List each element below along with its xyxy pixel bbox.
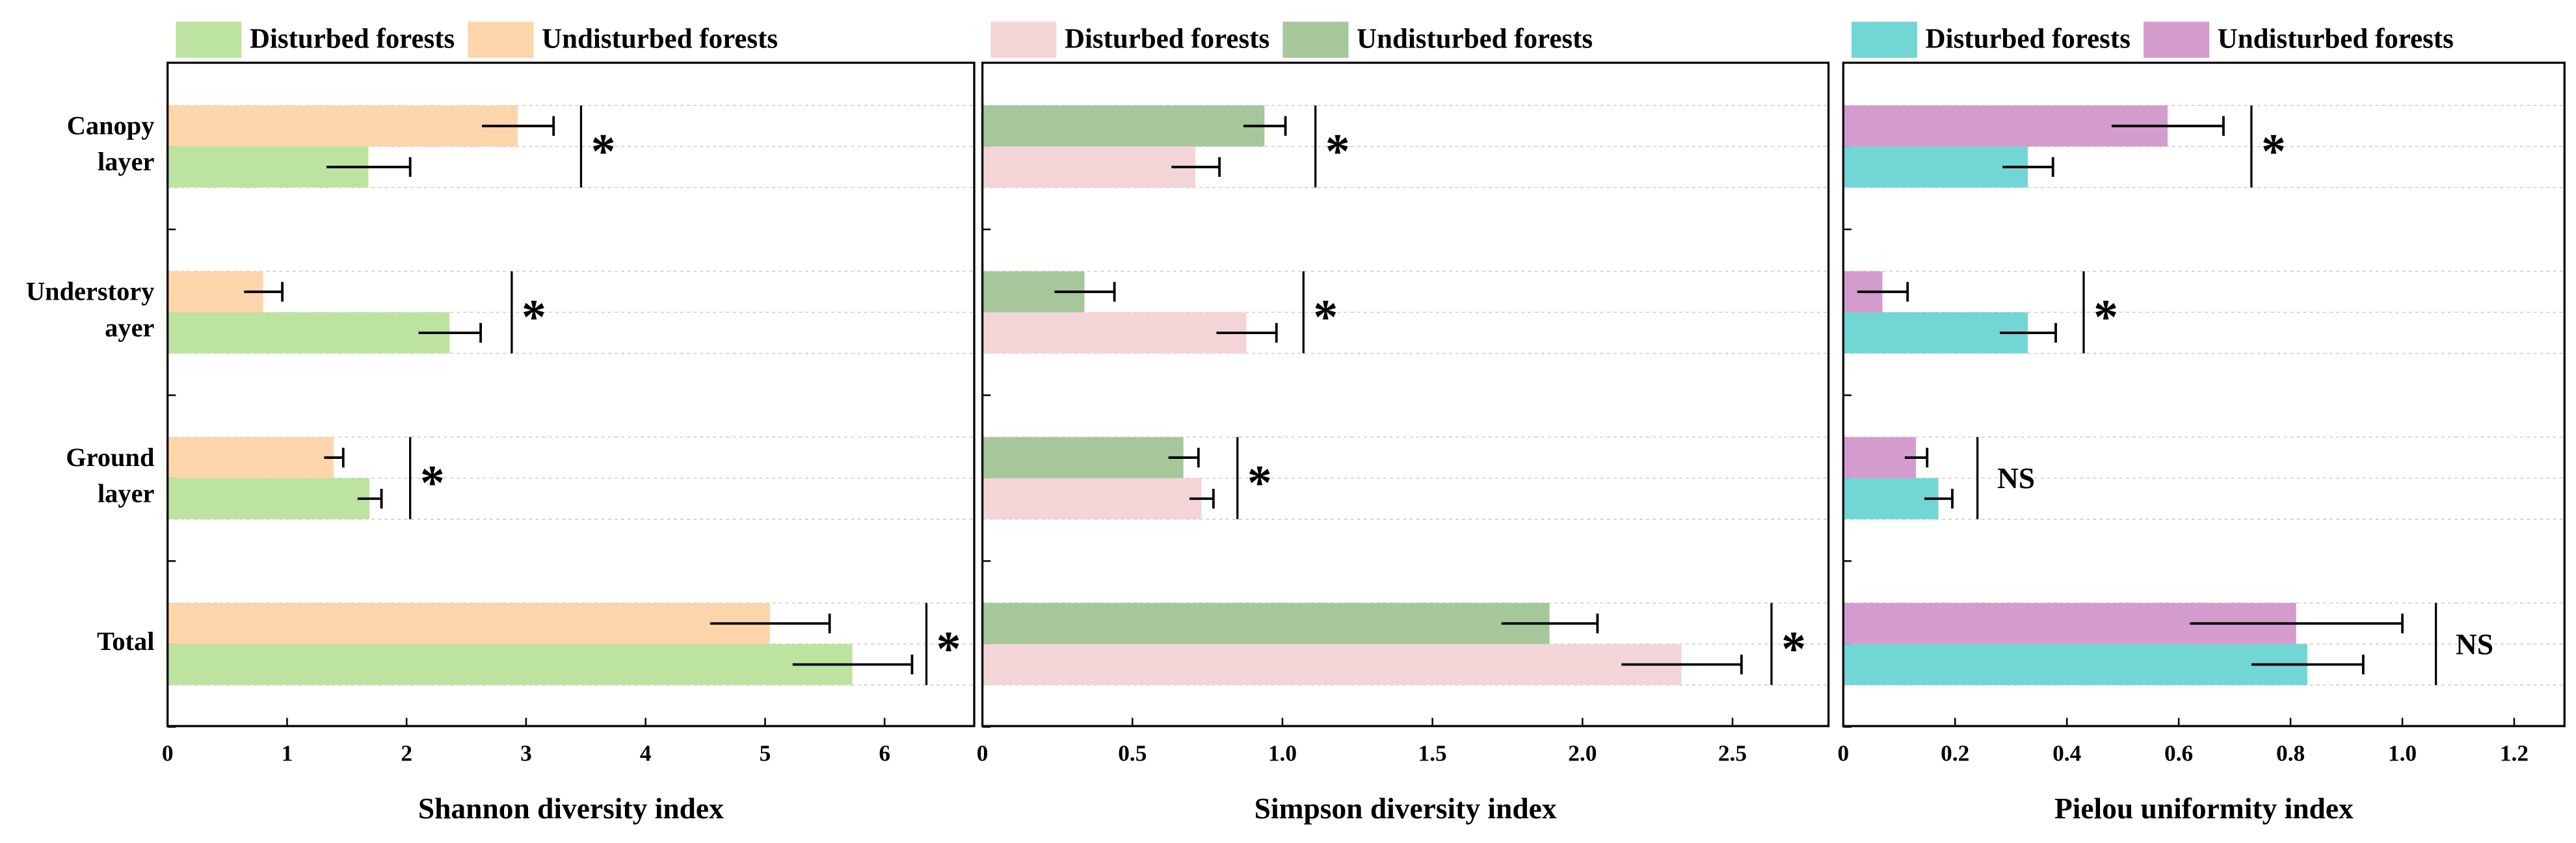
significance-label: * <box>1313 290 1338 344</box>
error-bar <box>1216 322 1278 343</box>
x-tick-label: 1 <box>282 740 293 766</box>
x-tick-label: 4 <box>640 740 652 766</box>
bar <box>167 478 370 519</box>
bar <box>982 437 1184 478</box>
x-tick-label: 2 <box>401 740 412 766</box>
legend-swatch <box>176 21 242 58</box>
significance-label: * <box>591 124 616 179</box>
bar <box>982 105 1265 147</box>
error-bar <box>1621 655 1743 675</box>
error-bar <box>792 655 914 675</box>
x-tick-label: 3 <box>520 740 532 766</box>
x-tick-label: 1.0 <box>1268 740 1297 766</box>
legend-swatch <box>1282 21 1349 58</box>
bar <box>982 643 1682 685</box>
plot-frame <box>1842 61 2566 727</box>
x-tick-label: 0.2 <box>1941 740 1969 766</box>
x-tick-label: 1.0 <box>2388 740 2417 766</box>
legend-label: Undisturbed forests <box>1357 24 1593 55</box>
x-tick-label: 5 <box>760 740 771 766</box>
bar <box>982 312 1247 354</box>
error-bar <box>1054 281 1116 302</box>
bar <box>982 478 1202 519</box>
bar <box>167 437 334 478</box>
error-bar <box>244 281 284 302</box>
significance-label: * <box>522 290 546 344</box>
legend-swatch <box>468 21 534 58</box>
significance-label: NS <box>1997 461 2035 495</box>
bar <box>982 603 1550 644</box>
legend-swatch <box>2144 21 2210 58</box>
bar <box>167 312 450 354</box>
y-tick-label: Understory ayer <box>26 277 155 343</box>
bar <box>982 146 1196 188</box>
error-bar <box>1501 614 1599 634</box>
error-bar <box>326 157 412 177</box>
significance-label: * <box>420 456 445 510</box>
bar <box>1843 437 1917 478</box>
error-bar <box>2190 614 2404 634</box>
plot-frame <box>166 61 976 727</box>
x-tick-label: 0.4 <box>2052 740 2082 766</box>
legend-label: Undisturbed forests <box>542 24 778 55</box>
x-axis-label: Simpson diversity index <box>1255 792 1557 825</box>
x-tick-label: 2.0 <box>1568 740 1597 766</box>
bar <box>1843 478 1939 519</box>
bar <box>167 105 518 147</box>
error-bar <box>1857 281 1909 302</box>
error-bar <box>324 447 345 468</box>
x-tick-label: 6 <box>879 740 890 766</box>
x-tick-label: 0.5 <box>1118 740 1147 766</box>
error-bar <box>710 614 831 634</box>
bar <box>1843 312 2028 354</box>
legend-label: Undisturbed forests <box>2218 24 2454 55</box>
x-tick-label: 2.5 <box>1718 740 1747 766</box>
x-axis-label: Pielou uniformity index <box>2054 792 2354 825</box>
significance-label: * <box>2093 290 2118 344</box>
legend-swatch <box>990 21 1057 58</box>
error-bar <box>1189 489 1215 509</box>
significance-label: * <box>1781 621 1806 676</box>
x-tick-label: 1.2 <box>2500 740 2529 766</box>
y-tick-label: Ground layer <box>66 443 155 508</box>
bar <box>167 643 853 685</box>
significance-label: * <box>936 621 961 676</box>
x-axis-label: Shannon diversity index <box>418 792 724 825</box>
significance-label: * <box>1247 456 1272 510</box>
error-bar <box>1171 157 1221 177</box>
error-bar <box>1904 447 1929 468</box>
error-bar <box>1924 489 1954 509</box>
legend-label: Disturbed forests <box>1065 24 1269 55</box>
error-bar <box>2002 157 2054 177</box>
x-tick-label: 0.6 <box>2164 740 2193 766</box>
error-bar <box>1243 116 1287 136</box>
x-tick-label: 0 <box>977 740 989 766</box>
error-bar <box>1168 447 1200 468</box>
significance-label: NS <box>2456 627 2493 660</box>
y-tick-label: Total <box>97 627 154 656</box>
error-bar <box>357 489 383 509</box>
x-tick-label: 0 <box>1837 740 1849 766</box>
error-bar <box>481 116 555 136</box>
significance-label: * <box>2261 124 2286 179</box>
legend-swatch <box>1851 21 1918 58</box>
error-bar <box>2111 116 2225 136</box>
bar <box>167 603 770 644</box>
x-tick-label: 1.5 <box>1418 740 1447 766</box>
legend-label: Disturbed forests <box>1926 24 2131 55</box>
bar <box>1843 146 2028 188</box>
bar <box>1843 643 2307 685</box>
x-tick-label: 0 <box>162 740 174 766</box>
error-bar <box>2251 655 2365 675</box>
plot-frame <box>981 61 1830 727</box>
error-bar <box>2000 322 2057 343</box>
legend-label: Disturbed forests <box>250 24 455 55</box>
y-tick-label: Canopy layer <box>67 111 155 177</box>
x-tick-label: 0.8 <box>2276 740 2305 766</box>
error-bar <box>418 322 482 343</box>
significance-label: * <box>1325 124 1350 179</box>
